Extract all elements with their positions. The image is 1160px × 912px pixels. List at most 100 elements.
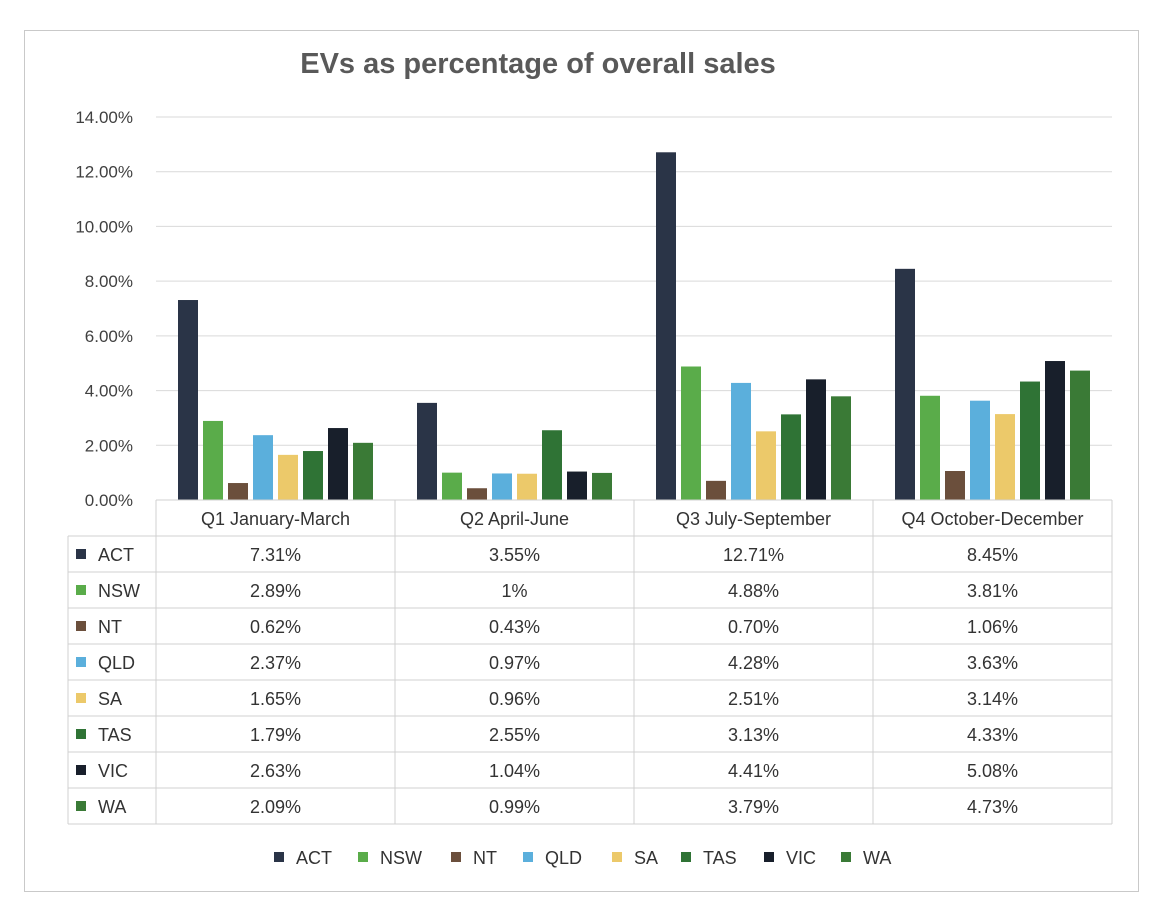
y-tick-label: 12.00% <box>75 163 133 182</box>
series-label: WA <box>98 797 126 817</box>
legend-swatch <box>358 852 368 862</box>
data-label: 7.31% <box>250 545 301 565</box>
data-label: 0.43% <box>489 617 540 637</box>
data-label: 2.55% <box>489 725 540 745</box>
series-label: SA <box>98 689 122 709</box>
y-tick-label: 2.00% <box>85 436 133 455</box>
legend-swatch <box>274 852 284 862</box>
data-label: 3.81% <box>967 581 1018 601</box>
legend-entry: QLD <box>545 848 582 868</box>
bar-wa <box>353 442 373 500</box>
bar-tas <box>1020 381 1040 500</box>
bar-act <box>656 152 676 500</box>
series-label: NSW <box>98 581 140 601</box>
bar-qld <box>970 400 990 500</box>
bar-act <box>178 300 198 500</box>
y-tick-label: 14.00% <box>75 108 133 127</box>
data-label: 2.37% <box>250 653 301 673</box>
bar-vic <box>567 471 587 500</box>
legend-swatch <box>451 852 461 862</box>
bar-nsw <box>920 395 940 500</box>
legend-swatch <box>764 852 774 862</box>
legend-key-swatch <box>76 585 86 595</box>
y-tick-label: 6.00% <box>85 327 133 346</box>
data-label: 12.71% <box>723 545 784 565</box>
data-label: 2.89% <box>250 581 301 601</box>
data-label: 4.88% <box>728 581 779 601</box>
data-label: 1.06% <box>967 617 1018 637</box>
series-label: QLD <box>98 653 135 673</box>
data-label: 0.97% <box>489 653 540 673</box>
data-label: 3.79% <box>728 797 779 817</box>
bar-nsw <box>203 420 223 500</box>
data-label: 1.04% <box>489 761 540 781</box>
data-label: 0.62% <box>250 617 301 637</box>
bar-wa <box>1070 370 1090 500</box>
legend-swatch <box>681 852 691 862</box>
series-label: TAS <box>98 725 132 745</box>
bar-nt <box>467 488 487 500</box>
data-label: 1% <box>501 581 527 601</box>
legend-key-swatch <box>76 657 86 667</box>
bar-sa <box>995 414 1015 500</box>
category-label: Q2 April-June <box>460 509 569 529</box>
y-tick-label: 0.00% <box>85 491 133 510</box>
bar-nt <box>706 480 726 500</box>
legend-key-swatch <box>76 765 86 775</box>
legend-key-swatch <box>76 549 86 559</box>
bar-sa <box>517 473 537 500</box>
legend-key-swatch <box>76 729 86 739</box>
bar-nt <box>228 483 248 500</box>
legend-key-swatch <box>76 621 86 631</box>
data-label: 3.13% <box>728 725 779 745</box>
bar-wa <box>592 472 612 500</box>
series-label: VIC <box>98 761 128 781</box>
bar-tas <box>542 430 562 500</box>
data-label: 3.63% <box>967 653 1018 673</box>
legend-entry: WA <box>863 848 891 868</box>
bar-wa <box>831 396 851 500</box>
data-label: 2.09% <box>250 797 301 817</box>
data-label: 3.14% <box>967 689 1018 709</box>
data-label: 5.08% <box>967 761 1018 781</box>
series-label: NT <box>98 617 122 637</box>
chart-title: EVs as percentage of overall sales <box>300 48 776 80</box>
bar-vic <box>806 379 826 500</box>
bar-nsw <box>681 366 701 500</box>
legend-swatch <box>612 852 622 862</box>
data-label: 4.41% <box>728 761 779 781</box>
bar-act <box>417 402 437 500</box>
bar-tas <box>781 414 801 500</box>
y-tick-label: 4.00% <box>85 382 133 401</box>
data-label: 1.79% <box>250 725 301 745</box>
category-label: Q1 January-March <box>201 509 350 529</box>
bar-nsw <box>442 472 462 500</box>
legend-entry: SA <box>634 848 658 868</box>
legend-swatch <box>841 852 851 862</box>
bar-qld <box>492 473 512 500</box>
legend-entry: NSW <box>380 848 422 868</box>
bar-qld <box>253 435 273 500</box>
bar-sa <box>756 431 776 500</box>
legend-key-swatch <box>76 693 86 703</box>
bar-qld <box>731 382 751 500</box>
data-label: 2.51% <box>728 689 779 709</box>
category-label: Q4 October-December <box>901 509 1083 529</box>
legend-entry: NT <box>473 848 497 868</box>
bar-act <box>895 268 915 500</box>
data-label: 2.63% <box>250 761 301 781</box>
data-label: 0.99% <box>489 797 540 817</box>
data-label: 4.33% <box>967 725 1018 745</box>
y-tick-label: 10.00% <box>75 217 133 236</box>
data-label: 0.70% <box>728 617 779 637</box>
y-tick-label: 8.00% <box>85 272 133 291</box>
legend-swatch <box>523 852 533 862</box>
bar-vic <box>1045 361 1065 500</box>
legend-entry: ACT <box>296 848 332 868</box>
data-label: 0.96% <box>489 689 540 709</box>
data-label: 4.73% <box>967 797 1018 817</box>
data-label: 4.28% <box>728 653 779 673</box>
data-label: 8.45% <box>967 545 1018 565</box>
data-label: 1.65% <box>250 689 301 709</box>
